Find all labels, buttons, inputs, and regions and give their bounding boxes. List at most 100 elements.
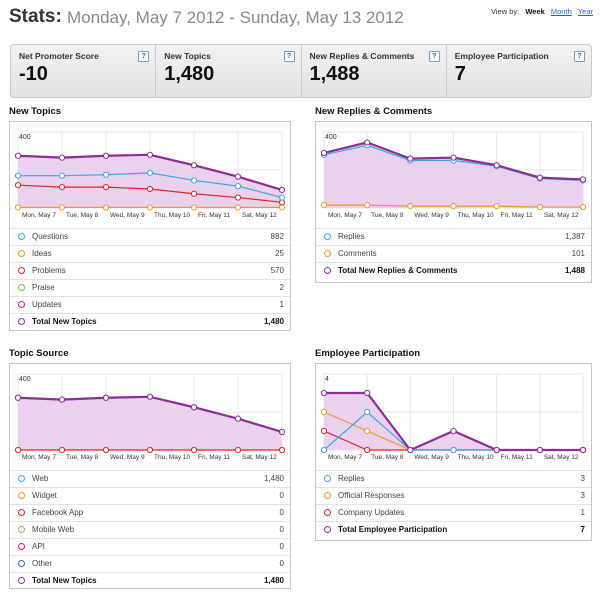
legend-value: 1,488 bbox=[564, 266, 585, 275]
help-icon[interactable]: ? bbox=[574, 51, 585, 62]
legend-row: Company Updates 1 bbox=[316, 504, 591, 521]
data-point bbox=[278, 194, 286, 201]
legend-marker-icon bbox=[18, 577, 25, 584]
legend-marker-icon bbox=[18, 233, 25, 240]
x-tick-label: Thu, May 10 bbox=[458, 212, 495, 219]
data-point bbox=[278, 428, 286, 436]
legend-marker-icon bbox=[18, 475, 25, 482]
legend-value: 101 bbox=[571, 249, 585, 258]
data-point bbox=[364, 427, 371, 435]
legend-label: Total New Topics bbox=[32, 317, 97, 326]
x-tick-label: Fri, May 11 bbox=[501, 454, 533, 461]
data-point bbox=[579, 203, 587, 211]
data-point bbox=[493, 203, 500, 210]
legend-marker-icon bbox=[324, 233, 331, 240]
x-tick-label: Wed, May 9 bbox=[110, 454, 145, 461]
legend-marker-icon bbox=[18, 284, 25, 291]
topic-source-title: Topic Source bbox=[9, 348, 69, 359]
x-tick-label: Wed, May 9 bbox=[414, 454, 449, 461]
legend-marker-icon bbox=[18, 250, 25, 257]
employee-legend: Replies 3 Official Responses 3 Company Updat… bbox=[316, 470, 591, 538]
legend-label: Ideas bbox=[32, 249, 52, 258]
legend-row: Widget 0 bbox=[10, 487, 290, 504]
help-icon[interactable]: ? bbox=[428, 51, 440, 62]
legend-value: 25 bbox=[275, 249, 284, 258]
legend-marker-icon bbox=[324, 267, 331, 274]
legend-marker-icon bbox=[18, 509, 25, 516]
legend-marker-icon bbox=[18, 318, 25, 325]
legend-total-row: Total New Topics 1,480 bbox=[10, 572, 290, 589]
data-point bbox=[102, 204, 110, 211]
legend-label: Web bbox=[32, 474, 49, 483]
legend-value: 1,387 bbox=[564, 232, 585, 241]
kpi-bar: Net Promoter Score -10 ? New Topics 1,48… bbox=[10, 44, 592, 98]
legend-row: Replies 1,387 bbox=[316, 228, 591, 245]
kpi-value: -10 bbox=[19, 63, 48, 85]
x-tick-label: Tue, May 8 bbox=[371, 212, 404, 219]
legend-value: 3 bbox=[580, 491, 585, 500]
legend-marker-icon bbox=[18, 267, 25, 274]
replies-legend: Replies 1,387 Comments 101 Total New Replies… bbox=[316, 228, 591, 279]
data-point bbox=[146, 446, 154, 454]
data-point bbox=[14, 446, 22, 454]
legend-label: Facebook App bbox=[32, 508, 84, 517]
topic-source-legend: Web 1,480 Widget 0 Facebook App 0 Mobile Web 0 A… bbox=[10, 470, 290, 589]
data-point bbox=[234, 194, 242, 201]
x-tick-label: Tue, May 8 bbox=[66, 454, 99, 461]
y-tick-label: 400 bbox=[325, 134, 337, 141]
x-tick-label: Wed, May 9 bbox=[110, 212, 145, 219]
view-year-link[interactable]: Year bbox=[577, 7, 593, 16]
legend-total-row: Total New Topics 1,480 bbox=[10, 313, 290, 330]
data-point bbox=[320, 427, 328, 435]
view-week-link[interactable]: Week bbox=[525, 7, 545, 16]
data-point bbox=[14, 182, 22, 189]
legend-marker-icon bbox=[324, 475, 331, 482]
legend-row: Facebook App 0 bbox=[10, 504, 290, 521]
help-icon[interactable]: ? bbox=[138, 51, 150, 62]
data-point bbox=[146, 185, 154, 193]
data-point bbox=[146, 204, 154, 211]
x-tick-label: Fri, May 11 bbox=[198, 454, 230, 461]
legend-marker-icon bbox=[18, 526, 25, 533]
x-tick-label: Fri, May 11 bbox=[501, 212, 533, 219]
view-month-link[interactable]: Month bbox=[550, 7, 572, 16]
kpi-value: 1,488 bbox=[309, 63, 360, 85]
data-point bbox=[102, 184, 110, 191]
legend-row: Replies 3 bbox=[316, 470, 591, 487]
help-icon[interactable]: ? bbox=[283, 51, 295, 62]
legend-row: Mobile Web 0 bbox=[10, 521, 290, 538]
new-topics-title: New Topics bbox=[9, 106, 62, 117]
legend-marker-icon bbox=[324, 492, 331, 499]
x-tick-label: Fri, May 11 bbox=[198, 212, 230, 219]
legend-row: Web 1,480 bbox=[10, 470, 290, 487]
employee-title: Employee Participation bbox=[315, 348, 421, 359]
data-point bbox=[14, 152, 22, 159]
data-point bbox=[14, 172, 22, 179]
legend-label: Widget bbox=[32, 491, 57, 500]
data-point bbox=[58, 446, 66, 454]
series-area bbox=[324, 393, 583, 450]
data-point bbox=[493, 162, 500, 169]
data-point bbox=[450, 446, 457, 454]
legend-label: Total New Topics bbox=[32, 576, 97, 585]
x-tick-label: Sat, May 12 bbox=[242, 212, 277, 219]
data-point bbox=[536, 174, 543, 181]
legend-value: 1,480 bbox=[263, 474, 284, 483]
data-point bbox=[450, 427, 457, 435]
data-point bbox=[320, 202, 328, 209]
data-point bbox=[407, 203, 414, 210]
legend-value: 0 bbox=[279, 559, 284, 568]
kpi-value: 1,480 bbox=[164, 63, 215, 85]
data-point bbox=[450, 203, 457, 210]
data-point bbox=[364, 139, 371, 146]
data-point bbox=[234, 415, 242, 422]
legend-row: Questions 882 bbox=[10, 228, 290, 245]
legend-marker-icon bbox=[18, 560, 25, 567]
data-point bbox=[58, 172, 66, 179]
legend-row: Other 0 bbox=[10, 555, 290, 572]
